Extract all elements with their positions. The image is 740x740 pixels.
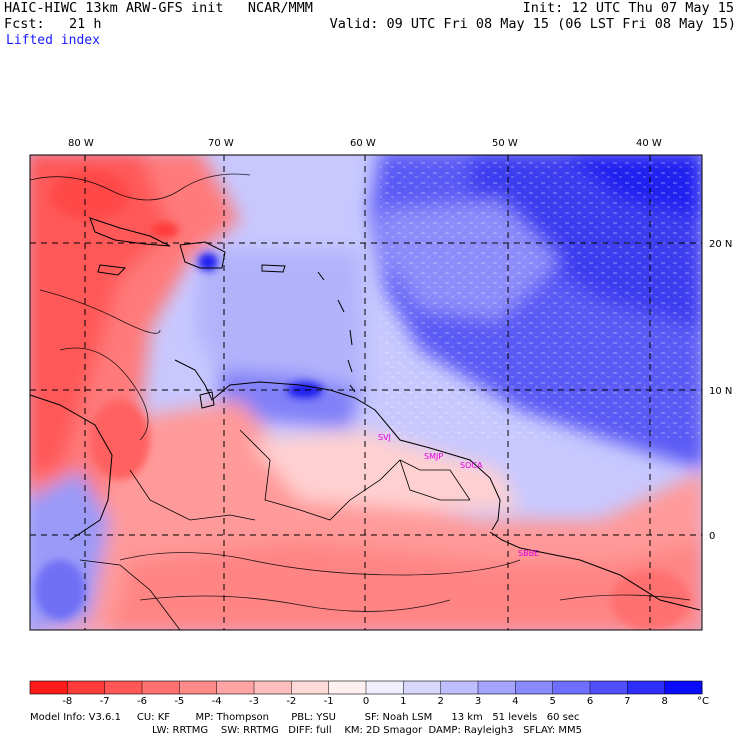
colorbar-swatch	[627, 681, 666, 694]
colorbar-swatch	[515, 681, 554, 694]
colorbar-tick-label: -7	[100, 696, 110, 707]
station-label: SMJP	[424, 452, 443, 461]
model-info-line1: Model Info: V3.6.1 CU: KF MP: Thompson P…	[30, 712, 580, 723]
field-name: Lifted index	[6, 33, 100, 48]
colorbar-swatch	[216, 681, 255, 694]
station-label: SBBE	[518, 549, 539, 558]
colorbar-swatch	[590, 681, 628, 694]
colorbar-swatch	[254, 681, 292, 694]
lon-label: 50 W	[492, 138, 518, 149]
colorbar-swatch	[552, 681, 591, 694]
lon-label: 40 W	[636, 138, 662, 149]
colorbar-tick-label: 5	[549, 696, 555, 707]
model-info-line2: LW: RRTMG SW: RRTMG DIFF: full KM: 2D Sm…	[152, 725, 582, 736]
colorbar-tick-label: 3	[475, 696, 481, 707]
colorbar-unit: °C	[697, 696, 709, 707]
map-frame	[29, 154, 703, 631]
valid-time: Valid: 09 UTC Fri 08 May 15 (06 LST Fri …	[329, 16, 736, 32]
colorbar: -8 -7 -6 -5 -4 -3 -2 -1 0 1 2 3 4 5 6 7 8	[29, 680, 703, 707]
station-label: SVJ	[378, 433, 391, 442]
colorbar-tick-label: 8	[661, 696, 667, 707]
colorbar-swatch	[142, 681, 180, 694]
lat-label: 20 N	[709, 239, 732, 250]
colorbar-tick-label: 0	[363, 696, 369, 707]
colorbar-swatch	[403, 681, 442, 694]
lon-label: 80 W	[68, 138, 94, 149]
colorbar-tick-label: -6	[137, 696, 147, 707]
colorbar-tick-label: 4	[512, 696, 518, 707]
colorbar-swatch	[366, 681, 404, 694]
colorbar-tick-label: 7	[624, 696, 630, 707]
colorbar-swatch	[664, 681, 703, 694]
colorbar-swatch	[30, 681, 68, 694]
lon-label: 60 W	[350, 138, 376, 149]
forecast-hour: Fcst: 21 h	[4, 16, 102, 32]
colorbar-swatch	[179, 681, 218, 694]
colorbar-swatch	[478, 681, 516, 694]
colorbar-tick-label: -8	[62, 696, 72, 707]
title-left: HAIC-HIWC 13km ARW-GFS init NCAR/MMM	[4, 0, 313, 16]
init-time: Init: 12 UTC Thu 07 May 15	[522, 0, 734, 16]
lifted-index-field	[30, 155, 702, 630]
colorbar-tick-label: -5	[174, 696, 184, 707]
station-label: SOCA	[460, 461, 483, 470]
colorbar-swatch	[291, 681, 330, 694]
colorbar-tick-label: 1	[400, 696, 406, 707]
colorbar-swatch	[104, 681, 143, 694]
colorbar-tick-label: 2	[437, 696, 443, 707]
colorbar-tick-label: -2	[286, 696, 296, 707]
colorbar-swatch	[440, 681, 479, 694]
colorbar-tick-label: -1	[324, 696, 334, 707]
colorbar-tick-label: 6	[587, 696, 593, 707]
lon-label: 70 W	[208, 138, 234, 149]
colorbar-swatch	[328, 681, 367, 694]
colorbar-tick-label: -3	[249, 696, 259, 707]
colorbar-swatch	[67, 681, 106, 694]
lat-label: 0	[709, 531, 715, 542]
lat-label: 10 N	[709, 386, 732, 397]
colorbar-tick-label: -4	[212, 696, 222, 707]
